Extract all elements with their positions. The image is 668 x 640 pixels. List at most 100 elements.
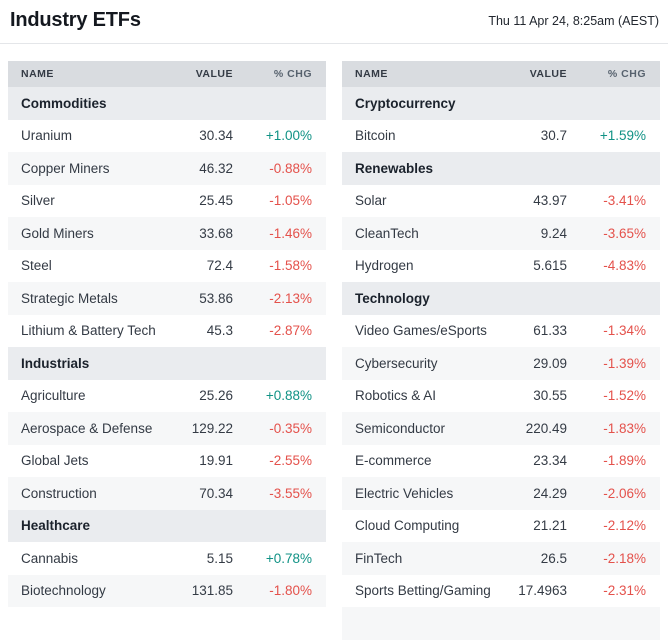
etf-row[interactable]: Construction 70.34 -3.55% bbox=[8, 477, 326, 510]
etf-row[interactable]: Bitcoin 30.7 +1.59% bbox=[342, 120, 660, 153]
etf-section: Renewables Solar 43.97 -3.41% CleanTech … bbox=[342, 152, 660, 282]
etf-change: -1.83% bbox=[603, 420, 646, 436]
etf-value: 45.3 bbox=[206, 323, 233, 339]
etf-row[interactable]: Sports Betting/Gaming 17.4963 -2.31% bbox=[342, 575, 660, 608]
etf-row[interactable]: Global Jets 19.91 -2.55% bbox=[8, 445, 326, 478]
etf-value: 43.97 bbox=[533, 193, 567, 209]
etf-table: NAME VALUE % CHG Cryptocurrency Bitcoin … bbox=[342, 61, 660, 640]
etf-row[interactable]: Electric Vehicles 24.29 -2.06% bbox=[342, 477, 660, 510]
etf-change: -1.34% bbox=[603, 323, 646, 339]
etf-name: Solar bbox=[355, 193, 387, 209]
etf-name: Steel bbox=[21, 258, 52, 274]
etf-row[interactable]: Copper Miners 46.32 -0.88% bbox=[8, 152, 326, 185]
etf-value: 70.34 bbox=[199, 485, 233, 501]
etf-name: FinTech bbox=[355, 550, 403, 566]
etf-row[interactable]: CleanTech 9.24 -3.65% bbox=[342, 217, 660, 250]
etf-change: -1.58% bbox=[269, 258, 312, 274]
etf-name: E-commerce bbox=[355, 453, 432, 469]
section-header: Cryptocurrency bbox=[342, 87, 660, 120]
etf-change: -2.06% bbox=[603, 485, 646, 501]
etf-change: -3.55% bbox=[269, 485, 312, 501]
etf-row[interactable]: Gold Miners 33.68 -1.46% bbox=[8, 217, 326, 250]
etf-change: +1.00% bbox=[265, 128, 312, 144]
etf-change: -0.88% bbox=[269, 160, 312, 176]
etf-name: Bitcoin bbox=[355, 128, 396, 144]
etf-change: -1.05% bbox=[269, 193, 312, 209]
etf-value: 30.7 bbox=[540, 128, 567, 144]
header-divider bbox=[0, 43, 668, 44]
etf-row[interactable]: FinTech 26.5 -2.18% bbox=[342, 542, 660, 575]
etf-row[interactable]: Solar 43.97 -3.41% bbox=[342, 185, 660, 218]
etf-value: 25.26 bbox=[199, 388, 233, 404]
etf-section: Healthcare Cannabis 5.15 +0.78% Biotechn… bbox=[8, 509, 326, 607]
etf-change: -2.12% bbox=[603, 518, 646, 534]
etf-value: 5.15 bbox=[206, 550, 233, 566]
etf-row[interactable]: Agriculture 25.26 +0.88% bbox=[8, 380, 326, 413]
column-header-name: NAME bbox=[21, 68, 54, 80]
etf-row[interactable]: Semiconductor 220.49 -1.83% bbox=[342, 412, 660, 445]
etf-change: -4.83% bbox=[603, 258, 646, 274]
etf-section: Industrials Agriculture 25.26 +0.88% Aer… bbox=[8, 347, 326, 510]
column-header-chg: % CHG bbox=[273, 68, 312, 80]
etf-section: Technology Video Games/eSports 61.33 -1.… bbox=[342, 282, 660, 607]
etf-name: Agriculture bbox=[21, 388, 86, 404]
section-title: Renewables bbox=[355, 160, 434, 176]
etf-row[interactable]: Lithium & Battery Tech 45.3 -2.87% bbox=[8, 315, 326, 348]
etf-change: -2.55% bbox=[269, 453, 312, 469]
etf-name: Semiconductor bbox=[355, 420, 446, 436]
etf-change: +0.88% bbox=[265, 388, 312, 404]
etf-row[interactable]: Robotics & AI 30.55 -1.52% bbox=[342, 380, 660, 413]
etf-value: 131.85 bbox=[191, 583, 233, 599]
etf-row[interactable]: Biotechnology 131.85 -1.80% bbox=[8, 574, 326, 607]
column-header-name: NAME bbox=[355, 68, 388, 80]
column-header-chg: % CHG bbox=[607, 68, 646, 80]
etf-change: -1.39% bbox=[603, 355, 646, 371]
section-title: Commodities bbox=[21, 95, 107, 111]
etf-name: Cannabis bbox=[21, 550, 79, 566]
etf-name: Cybersecurity bbox=[355, 355, 438, 371]
etf-name: Biotechnology bbox=[21, 583, 106, 599]
etf-change: -1.80% bbox=[269, 583, 312, 599]
etf-name: Sports Betting/Gaming bbox=[355, 583, 491, 599]
etf-value: 19.91 bbox=[199, 453, 233, 469]
etf-value: 30.55 bbox=[533, 388, 567, 404]
etf-name: Silver bbox=[21, 193, 55, 209]
section-header: Commodities bbox=[8, 87, 326, 120]
etf-name: CleanTech bbox=[355, 225, 419, 241]
etf-row[interactable]: Steel 72.4 -1.58% bbox=[8, 250, 326, 283]
etf-value: 17.4963 bbox=[518, 583, 567, 599]
etf-change: -1.52% bbox=[603, 388, 646, 404]
etf-name: Cloud Computing bbox=[355, 518, 460, 534]
section-title: Technology bbox=[355, 290, 430, 306]
etf-name: Global Jets bbox=[21, 453, 89, 469]
etf-value: 129.22 bbox=[191, 420, 233, 436]
etf-row[interactable]: Cloud Computing 21.21 -2.12% bbox=[342, 510, 660, 543]
section-header: Technology bbox=[342, 282, 660, 315]
etf-name: Gold Miners bbox=[21, 225, 94, 241]
etf-value: 46.32 bbox=[199, 160, 233, 176]
etf-name: Copper Miners bbox=[21, 160, 110, 176]
etf-row[interactable]: Video Games/eSports 61.33 -1.34% bbox=[342, 315, 660, 348]
etf-row[interactable]: E-commerce 23.34 -1.89% bbox=[342, 445, 660, 478]
etf-row[interactable]: Strategic Metals 53.86 -2.13% bbox=[8, 282, 326, 315]
etf-value: 220.49 bbox=[525, 420, 567, 436]
etf-change: +1.59% bbox=[599, 128, 646, 144]
etf-change: +0.78% bbox=[265, 550, 312, 566]
etf-value: 24.29 bbox=[533, 485, 567, 501]
etf-value: 61.33 bbox=[533, 323, 567, 339]
timestamp: Thu 11 Apr 24, 8:25am (AEST) bbox=[488, 13, 659, 28]
section-title: Industrials bbox=[21, 355, 90, 371]
etf-name: Hydrogen bbox=[355, 258, 414, 274]
etf-row[interactable]: Cybersecurity 29.09 -1.39% bbox=[342, 347, 660, 380]
etf-row[interactable]: Aerospace & Defense 129.22 -0.35% bbox=[8, 412, 326, 445]
etf-row[interactable]: Silver 25.45 -1.05% bbox=[8, 185, 326, 218]
etf-change: -2.87% bbox=[269, 323, 312, 339]
etf-change: -1.46% bbox=[269, 225, 312, 241]
etf-row[interactable]: Hydrogen 5.615 -4.83% bbox=[342, 250, 660, 283]
etf-value: 72.4 bbox=[206, 258, 233, 274]
etf-value: 26.5 bbox=[540, 550, 567, 566]
etf-row[interactable]: Uranium 30.34 +1.00% bbox=[8, 120, 326, 153]
etf-section: Cryptocurrency Bitcoin 30.7 +1.59% bbox=[342, 87, 660, 152]
etf-row[interactable]: Cannabis 5.15 +0.78% bbox=[8, 542, 326, 575]
etf-table: NAME VALUE % CHG Commodities Uranium 30.… bbox=[8, 61, 326, 640]
